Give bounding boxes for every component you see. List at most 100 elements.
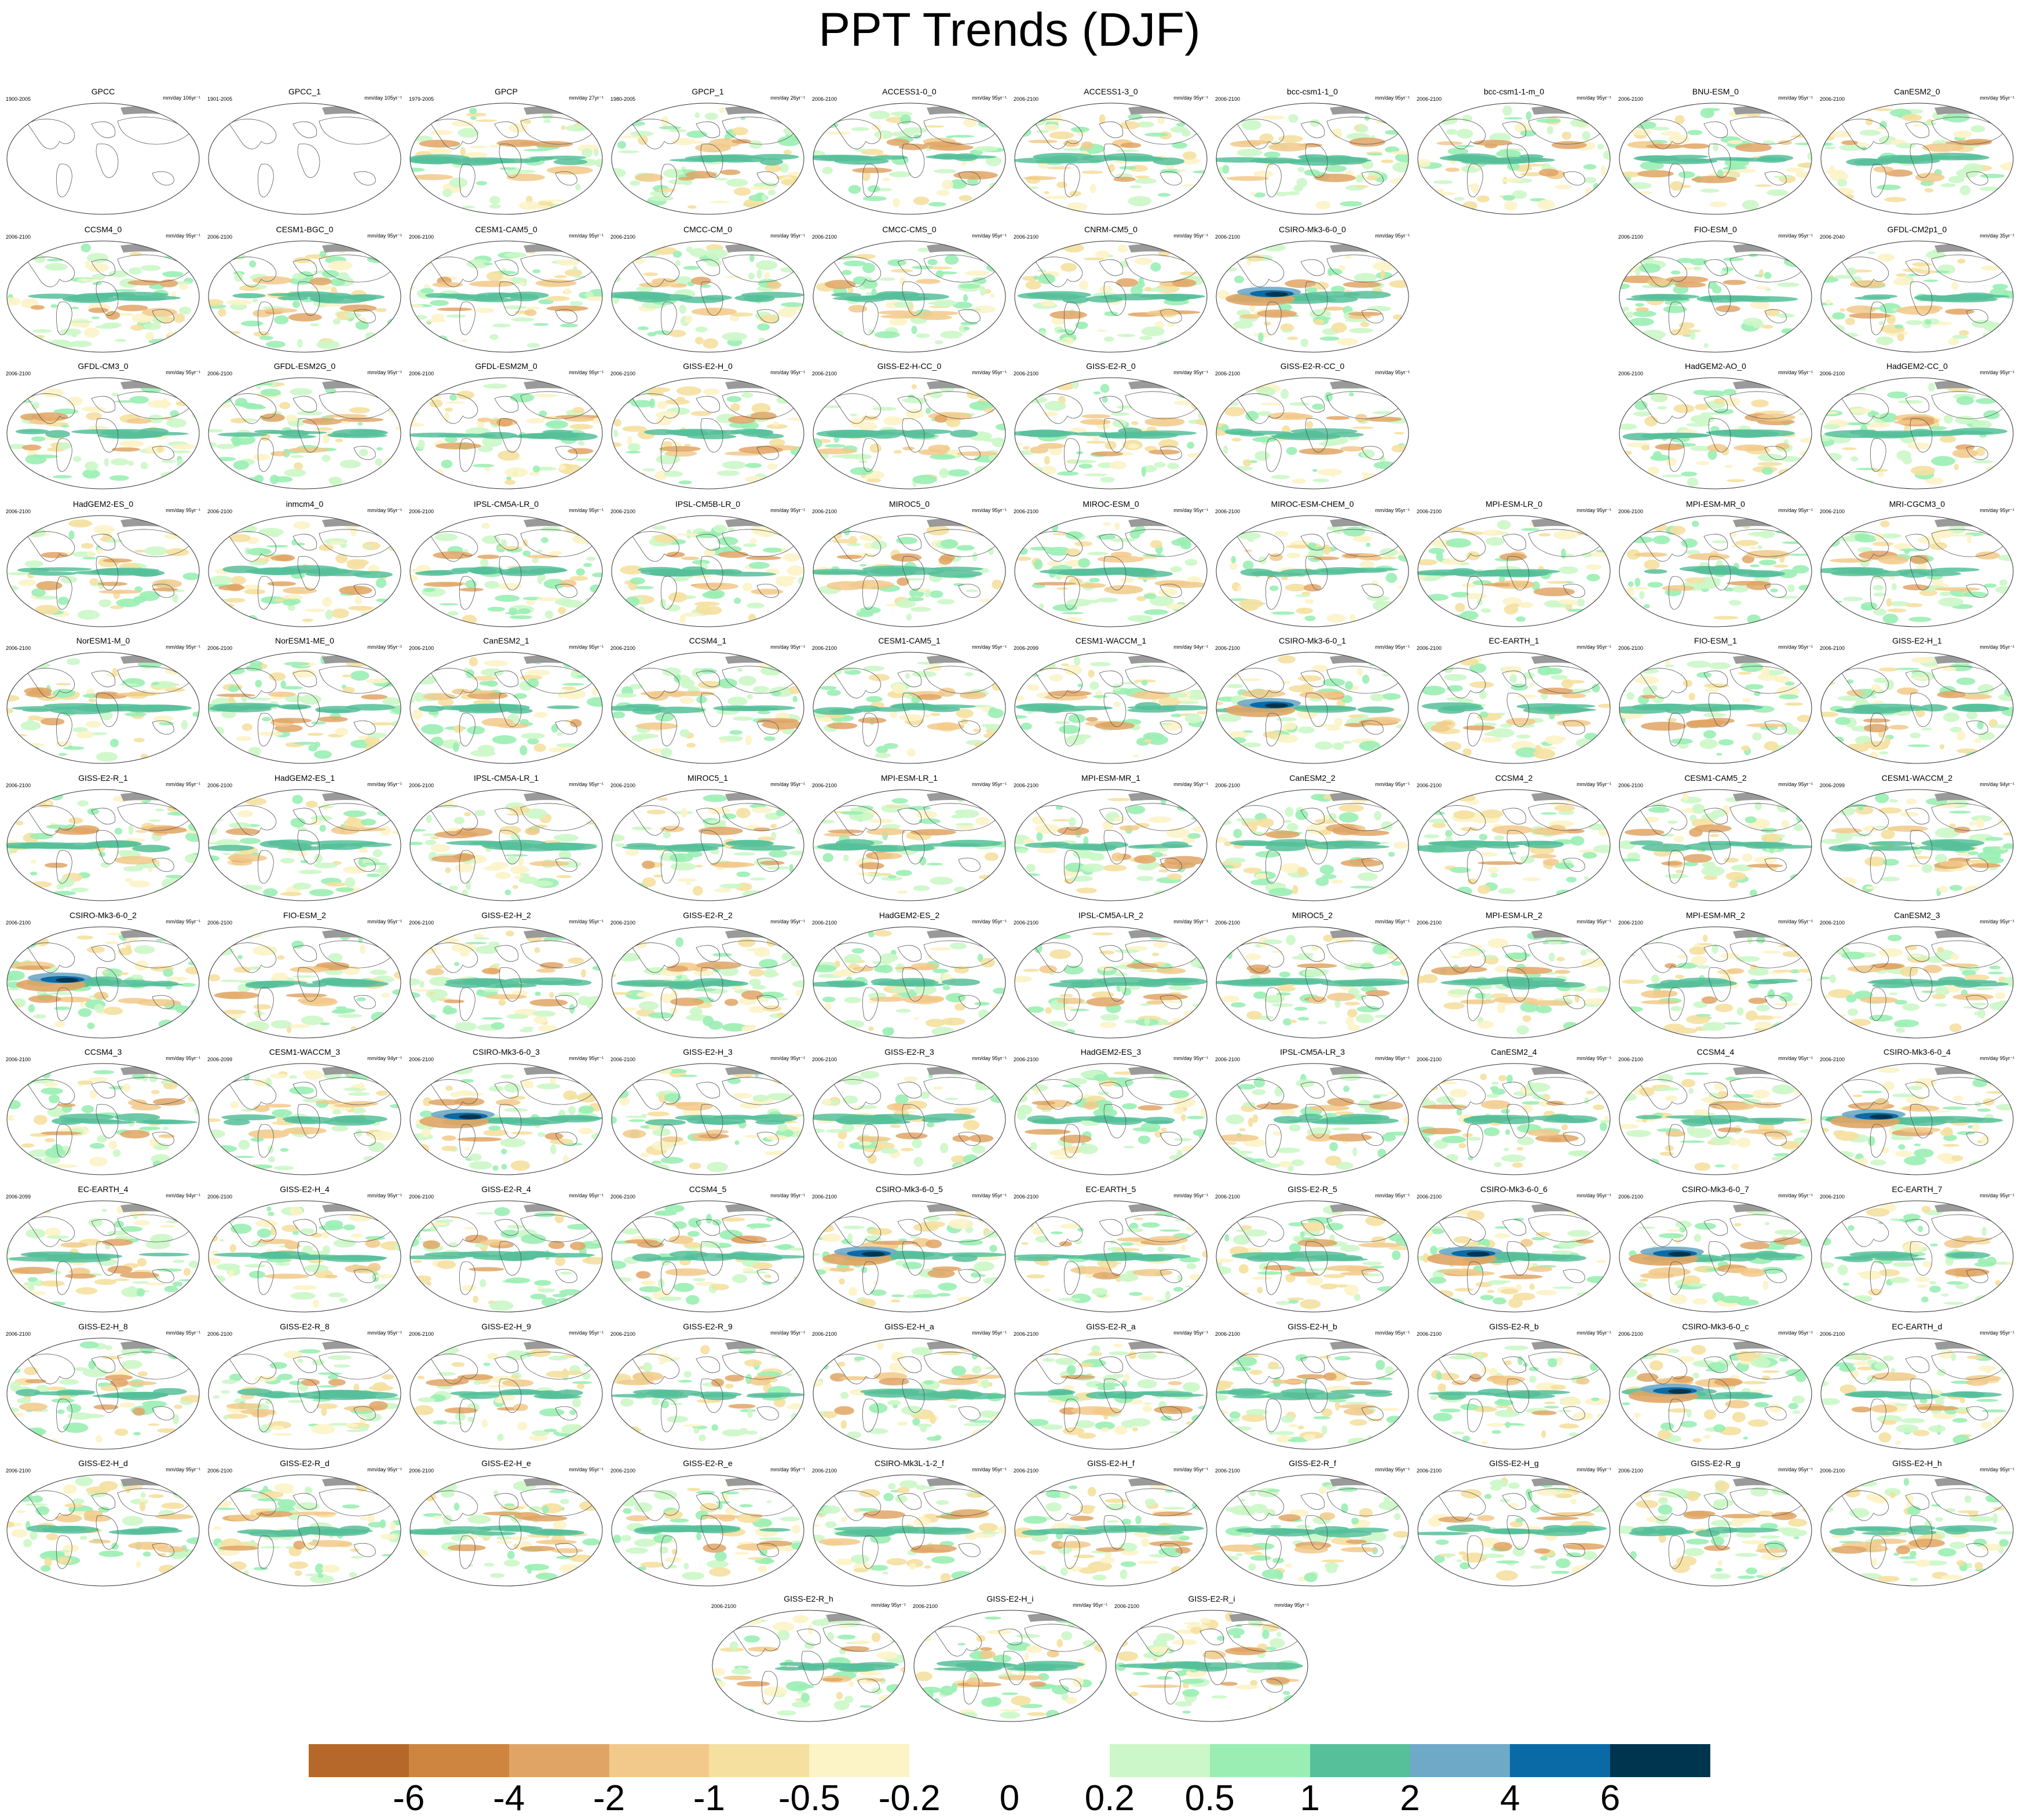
panel-units: mm/day 94yr⁻¹ bbox=[367, 1055, 402, 1061]
map-panel: IPSL-CM5A-LR_0 2006-2100 mm/day 95yr⁻¹ bbox=[408, 499, 605, 630]
panel-period: 2006-2100 bbox=[1417, 783, 1442, 788]
globe-map bbox=[1014, 1474, 1208, 1587]
panel-units: mm/day 95yr⁻¹ bbox=[972, 1055, 1007, 1061]
globe-map bbox=[1216, 926, 1409, 1039]
globe-map bbox=[6, 240, 200, 353]
globe-map bbox=[1014, 515, 1208, 627]
panel-title: CSIRO-Mk3-6-0_4 bbox=[1883, 1047, 1951, 1057]
panel-units: mm/day 95yr⁻¹ bbox=[972, 1193, 1007, 1198]
map-panel: MIROC5_1 2006-2100 mm/day 95yr⁻¹ bbox=[609, 773, 806, 904]
globe-map bbox=[208, 1337, 401, 1450]
map-panel: GISS-E2-H_b 2006-2100 mm/day 95yr⁻¹ bbox=[1214, 1322, 1411, 1452]
map-panel: MPI-ESM-LR_0 2006-2100 mm/day 95yr⁻¹ bbox=[1416, 499, 1612, 630]
colorbar-swatch bbox=[509, 1744, 609, 1777]
globe-map bbox=[611, 789, 804, 901]
panel-title: CSIRO-Mk3-6-0_c bbox=[1682, 1322, 1749, 1331]
globe-map bbox=[6, 652, 200, 764]
panel-units: mm/day 95yr⁻¹ bbox=[1577, 1330, 1611, 1336]
panel-period: 2006-2100 bbox=[812, 920, 837, 926]
panel-title: GISS-E2-H_b bbox=[1288, 1322, 1337, 1331]
globe-map bbox=[1417, 103, 1611, 215]
map-panel: GISS-E2-H_h 2006-2100 mm/day 95yr⁻¹ bbox=[1819, 1459, 2016, 1589]
panel-units: mm/day 95yr⁻¹ bbox=[367, 233, 402, 239]
map-panel: CESM1-BGC_0 2006-2100 mm/day 95yr⁻¹ bbox=[206, 225, 403, 355]
globe-map bbox=[611, 652, 804, 764]
panel-period: 2006-2100 bbox=[1820, 1468, 1845, 1474]
panel-units: mm/day 95yr⁻¹ bbox=[569, 233, 603, 239]
globe-map bbox=[1417, 1474, 1611, 1587]
panel-period: 2006-2100 bbox=[1417, 1468, 1442, 1474]
map-panel: GISS-E2-R_d 2006-2100 mm/day 95yr⁻¹ bbox=[206, 1459, 403, 1589]
colorbar-swatch bbox=[1010, 1744, 1110, 1777]
globe-map bbox=[1417, 515, 1611, 627]
panel-title: CESM1-CAM5_0 bbox=[475, 225, 537, 234]
panel-title: CSIRO-Mk3-6-0_3 bbox=[473, 1047, 540, 1057]
globe-map bbox=[611, 240, 804, 353]
figure-title: PPT Trends (DJF) bbox=[818, 3, 1201, 56]
panel-title: GISS-E2-H_h bbox=[1892, 1459, 1942, 1468]
panel-title: GISS-E2-R_h bbox=[784, 1594, 833, 1603]
map-panel: GISS-E2-H_d 2006-2100 mm/day 95yr⁻¹ bbox=[5, 1459, 202, 1589]
panel-period: 2006-2100 bbox=[1417, 96, 1442, 102]
panel-title: NorESM1-ME_0 bbox=[275, 636, 334, 645]
panel-units: mm/day 95yr⁻¹ bbox=[1375, 95, 1410, 101]
panel-title: CanESM2_2 bbox=[1289, 773, 1336, 783]
panel-units: mm/day 95yr⁻¹ bbox=[1173, 781, 1208, 787]
colorbar-swatch bbox=[1109, 1744, 1210, 1777]
globe-map bbox=[913, 1610, 1107, 1722]
panel-units: mm/day 95yr⁻¹ bbox=[1073, 1602, 1107, 1608]
panel-units: mm/day 26yr⁻¹ bbox=[770, 95, 805, 101]
map-panel: CESM1-WACCM_1 2006-2099 mm/day 94yr⁻¹ bbox=[1012, 636, 1209, 766]
map-panel: GISS-E2-R_0 2006-2100 mm/day 95yr⁻¹ bbox=[1012, 361, 1209, 492]
panel-units: mm/day 95yr⁻¹ bbox=[367, 1330, 402, 1336]
panel-period: 1901-2005 bbox=[207, 96, 233, 102]
panel-period: 2006-2100 bbox=[1618, 1194, 1644, 1200]
panel-title: CanESM2_0 bbox=[1894, 87, 1940, 96]
panel-period: 2006-2100 bbox=[1014, 96, 1039, 102]
panel-units: mm/day 95yr⁻¹ bbox=[1778, 95, 1813, 101]
panel-units: mm/day 95yr⁻¹ bbox=[1375, 1193, 1410, 1198]
globe-map bbox=[1820, 240, 2014, 353]
panel-title: CCSM4_1 bbox=[689, 636, 727, 645]
panel-period: 2006-2100 bbox=[610, 783, 636, 788]
panel-units: mm/day 95yr⁻¹ bbox=[1577, 1055, 1611, 1061]
panel-units: mm/day 95yr⁻¹ bbox=[1375, 370, 1410, 375]
globe-map bbox=[1820, 377, 2014, 489]
map-panel: MIROC5_2 2006-2100 mm/day 95yr⁻¹ bbox=[1214, 911, 1411, 1041]
panel-period: 2006-2100 bbox=[1820, 509, 1845, 514]
globe-map bbox=[409, 789, 603, 901]
panel-units: mm/day 95yr⁻¹ bbox=[770, 1330, 805, 1336]
panel-title: CMCC-CM_0 bbox=[683, 225, 732, 234]
globe-map bbox=[409, 1337, 603, 1450]
panel-period: 2006-2100 bbox=[6, 234, 31, 240]
panel-period: 2006-2100 bbox=[6, 1331, 31, 1337]
panel-period: 2006-2100 bbox=[6, 1468, 31, 1474]
panel-title: GISS-E2-H_g bbox=[1489, 1459, 1539, 1468]
map-panel: GISS-E2-H_a 2006-2100 mm/day 95yr⁻¹ bbox=[811, 1322, 1008, 1452]
globe-map bbox=[813, 926, 1006, 1039]
panel-period: 2006-2100 bbox=[1618, 783, 1644, 788]
panel-period: 2006-2100 bbox=[207, 234, 233, 240]
panel-period: 2006-2100 bbox=[207, 509, 233, 514]
panel-title: GISS-E2-H_9 bbox=[481, 1322, 531, 1331]
panel-period: 2006-2100 bbox=[1014, 371, 1039, 377]
panel-units: mm/day 95yr⁻¹ bbox=[1375, 1330, 1410, 1336]
panel-units: mm/day 95yr⁻¹ bbox=[166, 507, 200, 513]
globe-map bbox=[208, 926, 401, 1039]
panel-title: MPI-ESM-MR_1 bbox=[1081, 773, 1140, 783]
panel-units: mm/day 95yr⁻¹ bbox=[1778, 644, 1813, 650]
map-panel: GISS-E2-R_3 2006-2100 mm/day 95yr⁻¹ bbox=[811, 1047, 1008, 1178]
globe-map bbox=[1820, 1200, 2014, 1313]
colorbar-swatch bbox=[408, 1744, 509, 1777]
panel-title: CCSM4_5 bbox=[689, 1185, 727, 1194]
colorbar-swatch bbox=[1610, 1744, 1711, 1777]
panel-period: 2006-2100 bbox=[610, 1194, 636, 1200]
panel-period: 2006-2100 bbox=[812, 1468, 837, 1474]
panel-units: mm/day 94yr⁻¹ bbox=[1173, 644, 1208, 650]
panel-title: GPCP bbox=[495, 87, 518, 96]
globe-map bbox=[1014, 1063, 1208, 1175]
map-panel: HadGEM2-AO_0 2006-2100 mm/day 95yr⁻¹ bbox=[1617, 361, 1814, 492]
panel-period: 2006-2040 bbox=[1820, 234, 1845, 240]
panel-period: 2006-2100 bbox=[1014, 1468, 1039, 1474]
panel-units: mm/day 95yr⁻¹ bbox=[1274, 1602, 1309, 1608]
